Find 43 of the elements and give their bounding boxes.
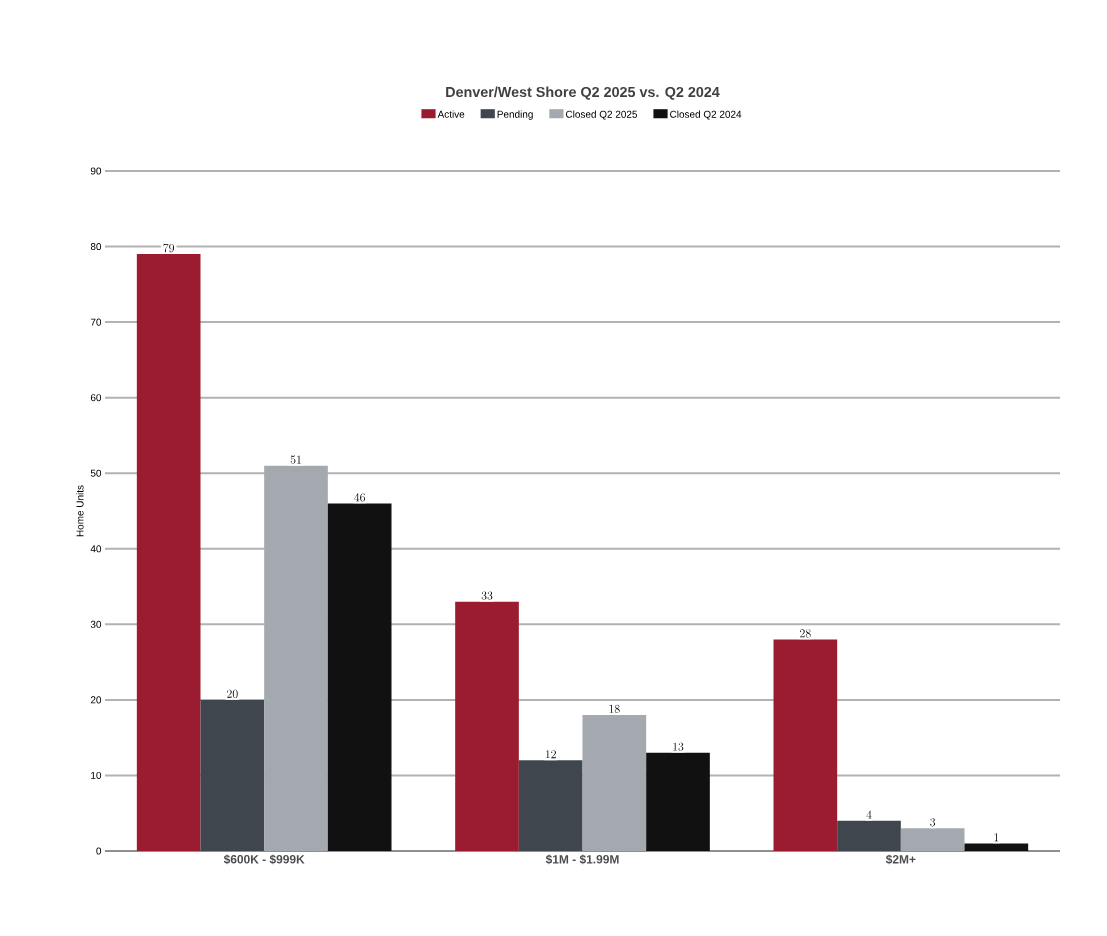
y-tick-label: 90 [90,167,102,175]
data-label: 3 [930,818,936,827]
legend-label: Closed Q2 2024 [670,110,742,120]
y-axis-title: Home Units [76,485,84,537]
legend-label: Closed Q2 2025 [565,110,638,120]
bar [264,465,328,851]
x-tick-label: $1M - $1.99M [545,854,619,865]
y-tick-label: 70 [90,318,102,326]
bar [455,601,519,851]
bar [964,843,1029,851]
data-label: 51 [290,455,301,464]
bar [582,715,647,851]
data-label: 18 [609,704,620,714]
x-tick-label: $2M+ [885,854,916,865]
bar [900,828,965,851]
bar [518,760,583,851]
y-tick-label: 0 [96,847,102,855]
data-label: 33 [481,591,493,600]
data-label: 4 [866,810,872,819]
data-label: 20 [227,689,238,698]
legend-label: Active [437,110,465,118]
y-tick-label: 50 [90,469,102,477]
y-tick-label: 20 [90,696,102,704]
chart-title: Denver/West Shore Q2 2025 vs. Q2 2024 [446,86,720,100]
bar [837,820,901,851]
bar [200,699,265,851]
data-label: 28 [800,629,811,638]
y-tick-label: 30 [90,620,102,628]
legend-label: Pending [497,110,533,120]
bar [327,503,392,851]
x-tick-label: $600K - $999K [223,854,305,865]
data-label: 79 [163,243,175,253]
bar [773,639,838,851]
data-label: 1 [994,833,999,842]
y-tick-label: 40 [90,545,102,553]
data-label: 13 [673,742,684,751]
y-tick-label: 10 [91,771,102,779]
data-label: 12 [545,750,556,759]
bar [136,254,201,851]
y-tick-label: 80 [90,243,102,251]
bar [646,752,710,851]
y-tick-label: 60 [90,394,102,402]
data-label: 46 [354,493,366,502]
